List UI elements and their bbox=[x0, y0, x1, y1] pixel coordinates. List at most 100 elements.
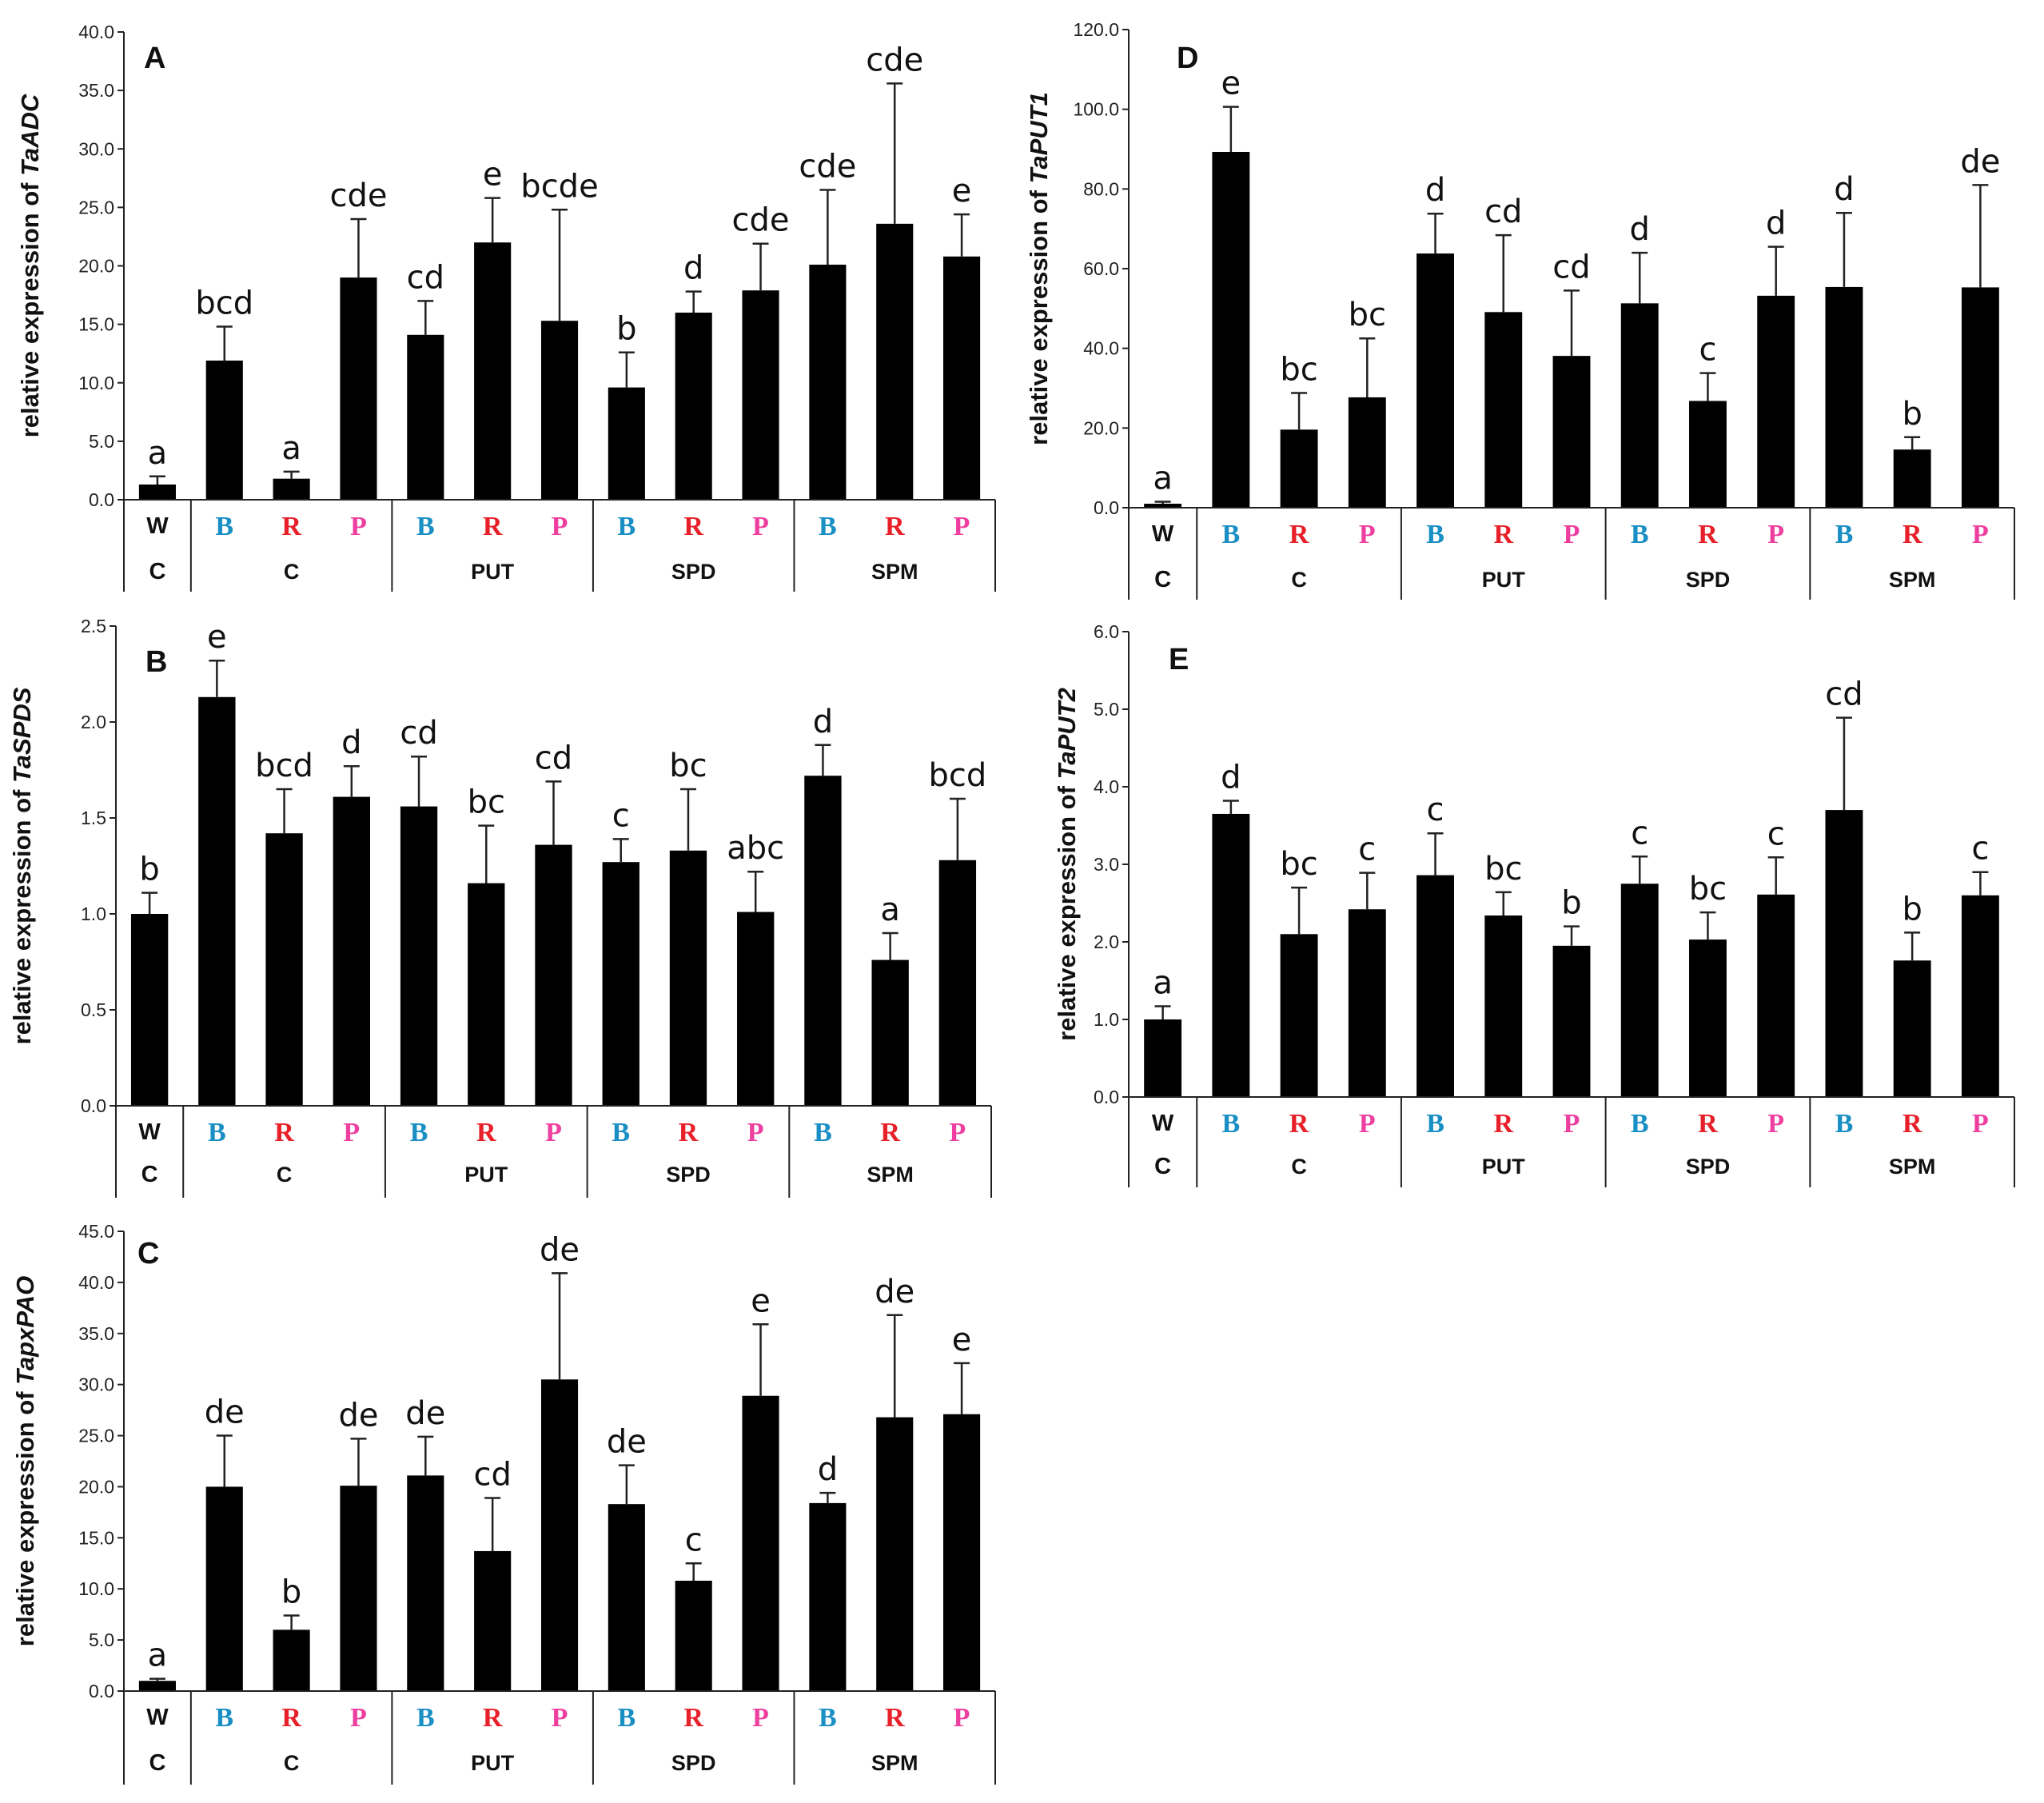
light-label: B bbox=[1222, 1109, 1241, 1139]
significance-label: a bbox=[148, 1637, 168, 1674]
bar bbox=[540, 1379, 579, 1691]
bar bbox=[737, 911, 775, 1106]
group-label: SPM bbox=[871, 1751, 918, 1775]
significance-label: e bbox=[952, 173, 972, 209]
significance-label: e bbox=[751, 1282, 771, 1319]
significance-label: abc bbox=[727, 830, 784, 867]
significance-label: d bbox=[1766, 205, 1786, 242]
light-label: B bbox=[1222, 520, 1241, 549]
significance-label: bc bbox=[1280, 351, 1317, 388]
bar bbox=[407, 1475, 444, 1691]
group-label: SPD bbox=[1686, 1155, 1731, 1179]
significance-label: cd bbox=[1825, 676, 1863, 713]
bar bbox=[407, 334, 444, 500]
light-label: P bbox=[1564, 520, 1580, 549]
light-label: P bbox=[1359, 1109, 1376, 1139]
bar bbox=[265, 833, 303, 1106]
light-label: P bbox=[1359, 520, 1376, 549]
y-tick-label: 5.0 bbox=[1094, 699, 1119, 720]
light-label: R bbox=[683, 512, 703, 541]
bar bbox=[540, 321, 579, 500]
bar bbox=[1620, 884, 1659, 1097]
group-label: C bbox=[1291, 568, 1307, 592]
y-tick-label: 5.0 bbox=[89, 431, 114, 452]
significance-label: bcde bbox=[520, 168, 598, 205]
bar bbox=[675, 1581, 712, 1691]
significance-label: a bbox=[148, 435, 168, 472]
bar bbox=[1280, 429, 1318, 508]
light-label: B bbox=[618, 512, 636, 541]
light-label: R bbox=[476, 1118, 496, 1147]
significance-label: de bbox=[338, 1397, 378, 1434]
y-tick-label: 80.0 bbox=[1083, 178, 1119, 199]
significance-label: de bbox=[540, 1231, 580, 1268]
light-label: B bbox=[1426, 1109, 1444, 1139]
light-label: R bbox=[880, 1118, 900, 1147]
y-tick-label: 15.0 bbox=[78, 314, 114, 335]
y-tick-label: 30.0 bbox=[78, 1374, 114, 1395]
bar bbox=[608, 1504, 645, 1691]
significance-label: bc bbox=[468, 784, 505, 821]
group-label: PUT bbox=[1482, 568, 1526, 592]
group-label: SPM bbox=[867, 1163, 914, 1187]
y-tick-label: 100.0 bbox=[1073, 99, 1119, 120]
significance-label: cde bbox=[866, 42, 923, 78]
y-axis-label: relative expression of TaPUT2 bbox=[1053, 688, 1081, 1041]
significance-label: c bbox=[1631, 815, 1648, 852]
y-tick-label: 25.0 bbox=[78, 197, 114, 217]
light-label: R bbox=[281, 1703, 301, 1733]
bar bbox=[804, 776, 842, 1106]
significance-label: d bbox=[1834, 171, 1854, 208]
y-tick-label: 15.0 bbox=[78, 1527, 114, 1548]
significance-label: d bbox=[341, 724, 361, 761]
bar bbox=[809, 1502, 847, 1691]
panel-e: 0.0 1.0 2.0 3.0 4.0 5.0 6.0 relative expression… bbox=[1053, 621, 2015, 1187]
significance-label: d bbox=[683, 250, 703, 287]
panel-d: 0.0 20.0 40.0 60.0 80.0 100.0 120.0 relative ex… bbox=[1025, 19, 2015, 600]
light-label: R bbox=[1698, 520, 1718, 549]
significance-label: b bbox=[1561, 885, 1581, 922]
y-axis-label: relative expression of TaADC bbox=[16, 94, 44, 437]
group-label: C bbox=[284, 1751, 300, 1775]
y-tick-label: 5.0 bbox=[89, 1629, 114, 1650]
bar bbox=[138, 1681, 176, 1691]
significance-label: bc bbox=[1689, 871, 1727, 907]
group-label: PUT bbox=[464, 1163, 508, 1187]
bar bbox=[1893, 449, 1931, 508]
bar bbox=[938, 860, 977, 1106]
y-tick-label: 60.0 bbox=[1083, 258, 1119, 279]
bar bbox=[1212, 813, 1250, 1097]
y-tick-label: 10.0 bbox=[78, 1578, 114, 1599]
bar bbox=[468, 883, 505, 1106]
group-label: C bbox=[277, 1163, 293, 1187]
y-tick-label: 0.0 bbox=[1094, 1087, 1119, 1107]
wc-label: W bbox=[146, 513, 169, 539]
panel-label: D bbox=[1177, 42, 1198, 75]
y-tick-label: 20.0 bbox=[78, 1476, 114, 1497]
significance-label: cde bbox=[799, 148, 856, 185]
light-label: P bbox=[350, 1703, 367, 1733]
light-label: B bbox=[208, 1118, 226, 1147]
light-label: P bbox=[1564, 1109, 1580, 1139]
y-tick-label: 20.0 bbox=[78, 256, 114, 277]
significance-label: d bbox=[818, 1451, 838, 1488]
y-tick-label: 40.0 bbox=[78, 22, 114, 42]
light-label: B bbox=[819, 1703, 837, 1733]
light-label: B bbox=[1631, 1109, 1649, 1139]
light-label: R bbox=[1493, 520, 1513, 549]
significance-label: cde bbox=[732, 202, 790, 239]
bar bbox=[669, 850, 707, 1106]
light-label: R bbox=[483, 1703, 503, 1733]
y-tick-label: 45.0 bbox=[78, 1221, 114, 1242]
bar bbox=[1212, 151, 1250, 508]
bar bbox=[1893, 960, 1931, 1097]
significance-label: c bbox=[1971, 831, 1989, 868]
significance-label: b bbox=[616, 311, 636, 348]
bar bbox=[535, 844, 572, 1106]
panel-b: 0.0 0.5 1.0 1.5 2.0 2.5 relative expression of… bbox=[8, 616, 992, 1198]
light-label: P bbox=[343, 1118, 360, 1147]
light-label: R bbox=[1289, 520, 1309, 549]
group-label: PUT bbox=[1482, 1155, 1526, 1179]
significance-label: c bbox=[612, 797, 630, 834]
significance-label: b bbox=[1902, 891, 1922, 927]
